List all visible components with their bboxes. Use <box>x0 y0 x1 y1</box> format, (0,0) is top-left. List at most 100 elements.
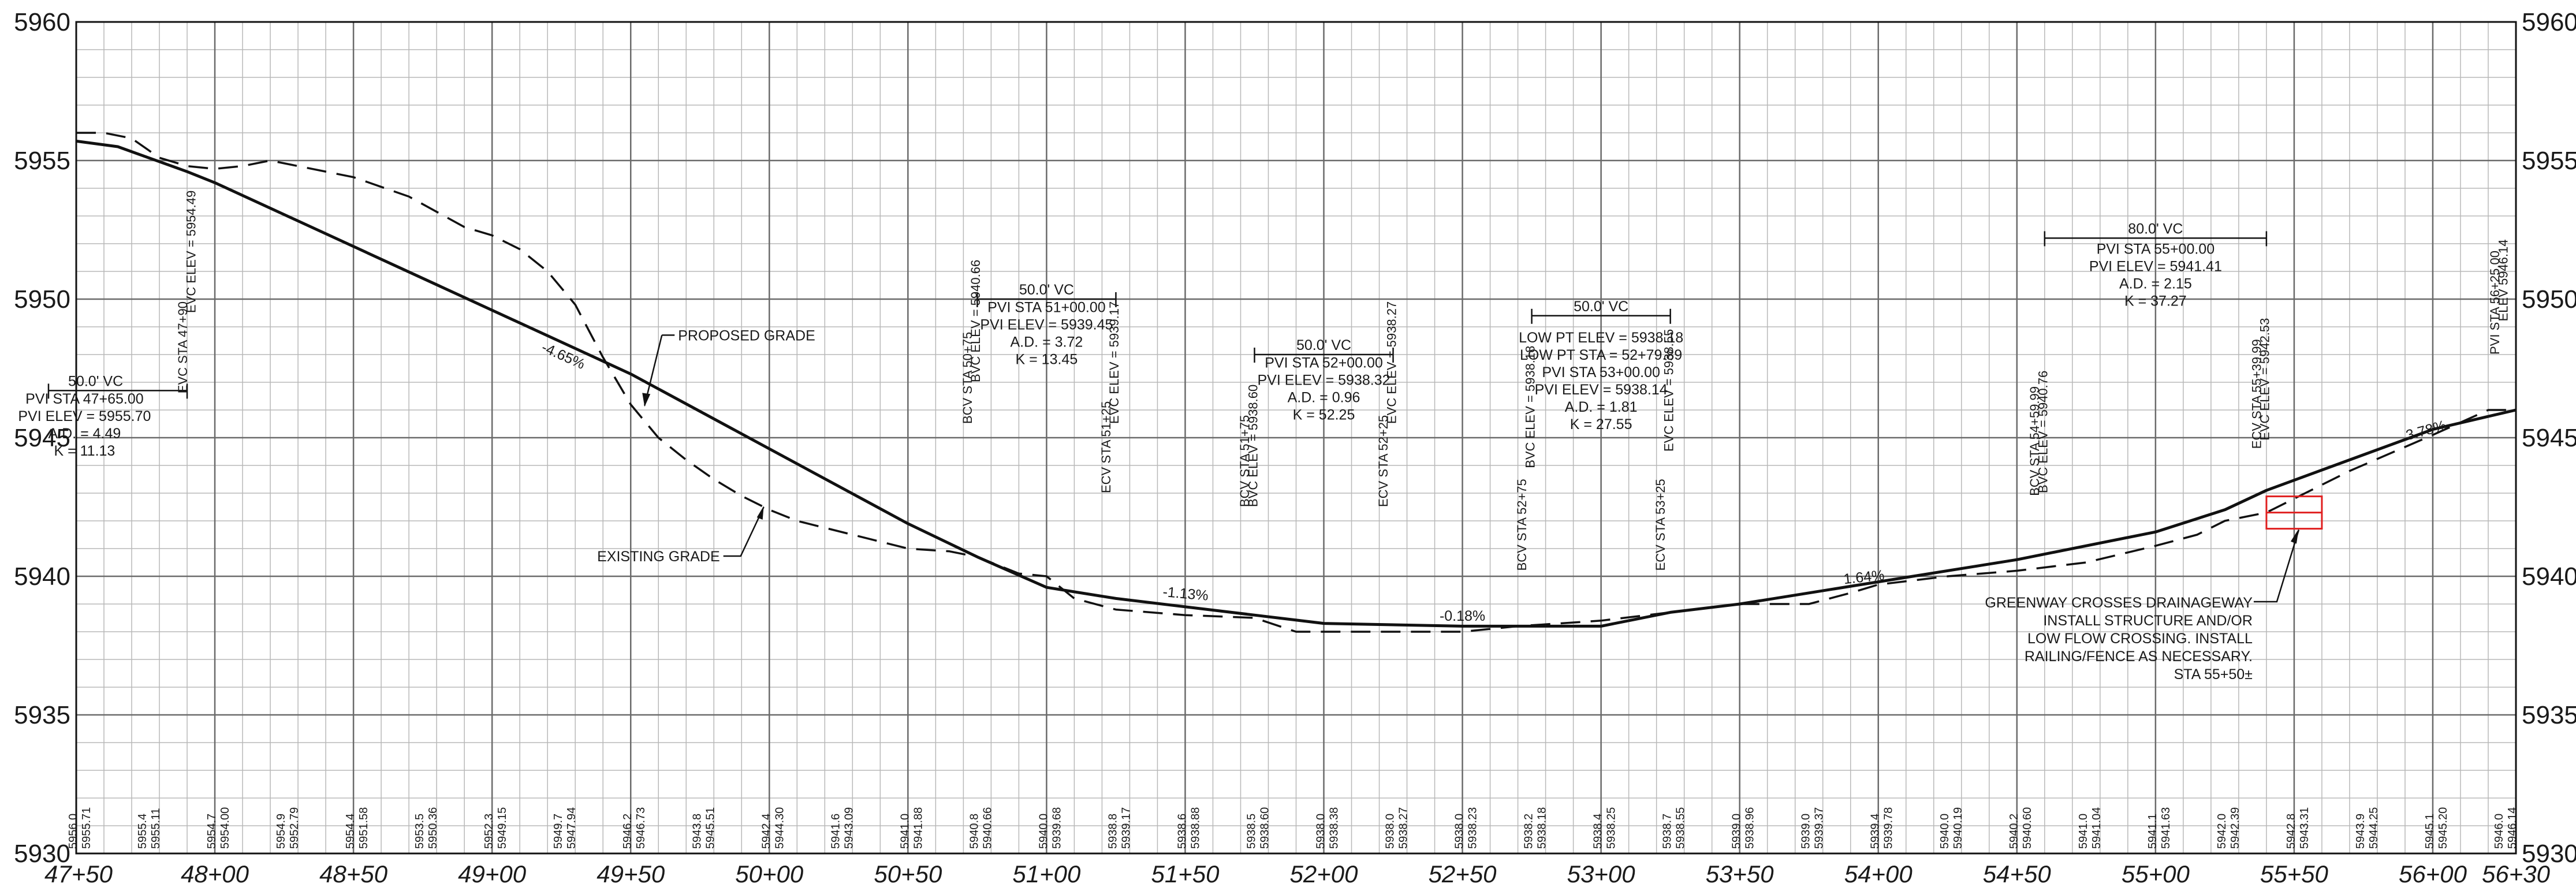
proposed-elevation-value: 5938.27 <box>1397 807 1410 849</box>
proposed-elevation-value: 5938.55 <box>1675 807 1687 849</box>
existing-elevation-value: 5946.2 <box>621 814 634 849</box>
existing-elevation-value: 5941.1 <box>2146 814 2159 849</box>
station-label: 52+50 <box>1429 860 1497 888</box>
curve-station-label: EVC ELEV = 5938.55 <box>1661 329 1676 452</box>
station-label: 53+50 <box>1706 860 1775 888</box>
grade-percent-label: 3.78% <box>2404 417 2448 443</box>
proposed-elevation-value: 5947.94 <box>565 807 578 849</box>
proposed-elevation-value: 5938.18 <box>1536 807 1549 849</box>
existing-elevation-value: 5941.0 <box>899 814 911 849</box>
pvi-info-line: PVI ELEV = 5938.32 <box>1257 372 1390 388</box>
existing-elevation-value: 5946.0 <box>2493 814 2506 849</box>
existing-grade-callout: EXISTING GRADE <box>597 549 720 565</box>
proposed-elevation-value: 5941.63 <box>2160 807 2172 849</box>
vc-length-label: 80.0' VC <box>2128 221 2183 237</box>
curve-station-label: BCV STA 50+75 <box>960 332 975 424</box>
proposed-elevation-value: 5939.78 <box>1882 807 1895 849</box>
existing-elevation-value: 5940.0 <box>1938 814 1951 849</box>
curve-station-label: EVC STA 47+90 <box>176 301 190 393</box>
existing-elevation-value: 5949.7 <box>552 814 565 849</box>
proposed-elevation-value: 5952.79 <box>288 807 301 849</box>
pvi-info-line: PVI STA 47+65.00 <box>25 391 144 407</box>
proposed-elevation-value: 5955.71 <box>80 807 93 849</box>
proposed-elevation-value: 5939.17 <box>1120 807 1132 849</box>
existing-elevation-value: 5938.0 <box>1384 814 1397 849</box>
station-label: 55+00 <box>2122 860 2190 888</box>
proposed-elevation-value: 5941.04 <box>2090 807 2103 849</box>
station-label: 53+00 <box>1567 860 1636 888</box>
proposed-elevation-value: 5939.68 <box>1050 807 1063 849</box>
proposed-elevation-value: 5938.88 <box>1189 807 1202 849</box>
proposed-elevation-value: 5938.38 <box>1328 807 1341 849</box>
elevation-label-left: 5930 <box>14 840 70 868</box>
curve-station-label: BCV STA 54+59.99 <box>2027 386 2042 496</box>
crossing-leader <box>2253 530 2300 603</box>
vc-length-label: 50.0' VC <box>1019 282 1074 298</box>
curve-station-label: EVC ELEV = 5954.49 <box>184 191 198 313</box>
station-label: 56+00 <box>2399 860 2467 888</box>
pvi-info-line: A.D. = 4.49 <box>49 426 121 442</box>
curve-station-label: EVC ELEV = 5939.17 <box>1107 301 1121 424</box>
elevation-label-right: 5960 <box>2522 8 2576 36</box>
pvi-info-line: PVI STA 53+00.00 <box>1542 364 1660 381</box>
curve-station-label: PVI STA 56+25.00 <box>2488 251 2502 355</box>
curve-station-label: ELEV 5946.14 <box>2496 239 2511 321</box>
proposed-elevation-value: 5946.14 <box>2506 807 2519 849</box>
crossing-note-line: STA 55+50± <box>2174 666 2253 683</box>
pvi-info-line: K = 13.45 <box>1016 351 1078 367</box>
existing-elevation-value: 5942.4 <box>760 814 773 849</box>
proposed-elevation-value: 5938.96 <box>1744 807 1757 849</box>
elevation-label-right: 5940 <box>2522 562 2576 591</box>
curve-station-label: EVC ELEV = 5942.53 <box>2258 318 2272 441</box>
pvi-info-line: A.D. = 1.81 <box>1565 399 1638 415</box>
proposed-elevation-value: 5940.19 <box>1952 807 1964 849</box>
pvi-info-line: LOW PT ELEV = 5938.18 <box>1519 330 1683 346</box>
pvi-info-line: K = 11.13 <box>54 443 115 459</box>
curve-station-label: BVC ELEV = 5938.18 <box>1523 346 1537 468</box>
existing-elevation-value: 5940.8 <box>968 814 981 849</box>
pvi-info-line: PVI STA 55+00.00 <box>2097 241 2215 258</box>
pvi-info-line: K = 27.55 <box>1570 416 1632 433</box>
existing-elevation-value: 5942.8 <box>2285 814 2298 849</box>
elevation-label-left: 5935 <box>14 701 70 729</box>
proposed-elevation-value: 5944.30 <box>773 807 786 849</box>
proposed-elevation-value: 5942.39 <box>2229 807 2242 849</box>
arrow-icon <box>756 506 764 520</box>
station-label: 55+50 <box>2260 860 2329 888</box>
existing-elevation-value: 5938.0 <box>1315 814 1328 849</box>
proposed-elevation-value: 5940.60 <box>2021 807 2034 849</box>
crossing-note-line: LOW FLOW CROSSING. INSTALL <box>2027 631 2253 647</box>
pvi-info-line: PVI ELEV = 5938.14 <box>1535 382 1668 398</box>
pvi-info-line: PVI ELEV = 5955.70 <box>18 408 151 424</box>
pvi-info-line: A.D. = 0.96 <box>1288 389 1360 405</box>
existing-elevation-value: 5942.0 <box>2216 814 2228 849</box>
existing-elevation-value: 5954.4 <box>344 814 357 849</box>
elevation-label-left: 5955 <box>14 147 70 175</box>
existing-elevation-value: 5940.0 <box>1037 814 1050 849</box>
existing-elevation-value: 5943.9 <box>2354 814 2367 849</box>
curve-station-label: BVC ELEV = 5938.60 <box>1246 385 1260 507</box>
existing-elevation-value: 5954.7 <box>206 814 218 849</box>
crossing-note-line: RAILING/FENCE AS NECESSARY. <box>2025 648 2253 665</box>
station-label: 47+50 <box>44 860 113 888</box>
existing-elevation-value: 5941.6 <box>829 814 842 849</box>
pvi-info-line: PVI STA 51+00.00 <box>987 299 1106 315</box>
proposed-grade-callout: PROPOSED GRADE <box>678 327 815 344</box>
pvi-info-line: PVI ELEV = 5939.45 <box>980 316 1113 333</box>
elevation-label-right: 5955 <box>2522 147 2576 175</box>
curve-station-label: BCV STA 52+75 <box>1515 479 1529 571</box>
existing-elevation-value: 5953.5 <box>413 814 426 849</box>
proposed-elevation-value: 5954.00 <box>219 807 232 849</box>
pvi-info-line: K = 52.25 <box>1293 407 1355 423</box>
proposed-elevation-value: 5938.23 <box>1467 807 1479 849</box>
station-label: 50+00 <box>735 860 804 888</box>
crossing-note-line: INSTALL STRUCTURE AND/OR <box>2043 613 2253 629</box>
vc-length-label: 50.0' VC <box>68 373 123 389</box>
curve-station-label: BCV STA 51+75 <box>1237 415 1252 507</box>
pvi-info-line: A.D. = 3.72 <box>1011 334 1083 350</box>
existing-elevation-value: 5955.4 <box>136 814 149 849</box>
station-label: 50+50 <box>874 860 942 888</box>
existing-elevation-value: 5938.0 <box>1453 814 1466 849</box>
